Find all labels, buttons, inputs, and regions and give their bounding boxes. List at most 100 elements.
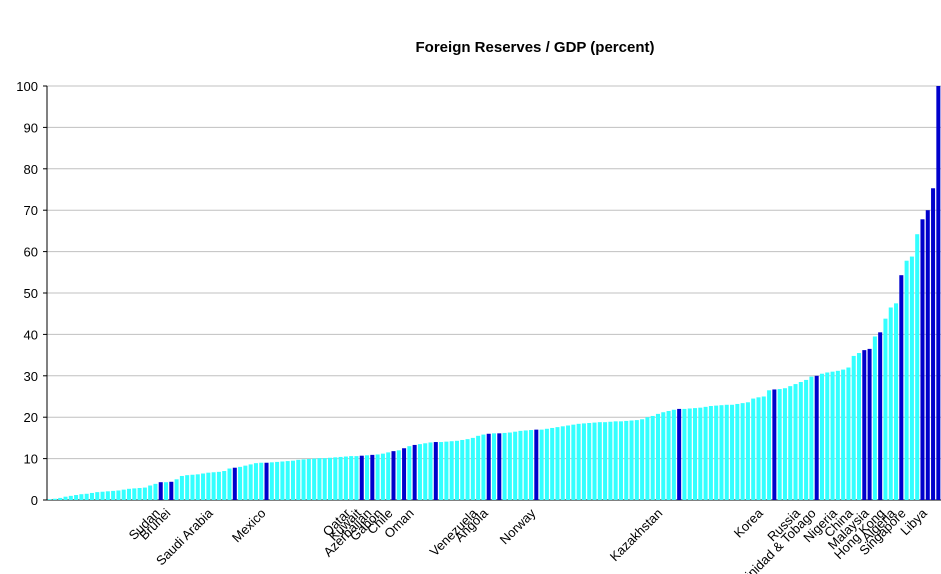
bar — [899, 275, 904, 500]
bar — [132, 488, 137, 500]
bar — [677, 408, 682, 500]
bar — [920, 219, 925, 501]
bar — [481, 434, 486, 500]
bar — [296, 459, 301, 500]
bar — [84, 493, 89, 500]
bar — [693, 408, 698, 500]
bar — [259, 462, 264, 500]
bar — [47, 499, 52, 500]
bar — [936, 86, 941, 500]
y-tick-label: 30 — [24, 369, 38, 384]
bar — [856, 353, 862, 500]
bar — [809, 376, 814, 500]
bar — [872, 336, 877, 500]
bar — [925, 210, 930, 500]
bar — [174, 479, 179, 500]
bar — [513, 431, 518, 500]
bar — [137, 487, 142, 500]
bar — [782, 388, 787, 500]
bar — [888, 307, 893, 500]
y-tick-label: 80 — [24, 162, 38, 177]
bar — [116, 490, 121, 500]
bar — [190, 474, 195, 500]
bar — [89, 492, 94, 500]
bar — [624, 420, 629, 500]
bar — [211, 472, 216, 500]
bar — [428, 442, 433, 500]
bar — [465, 439, 470, 500]
bar — [534, 429, 539, 500]
y-tick-label: 100 — [16, 79, 38, 94]
bar — [111, 490, 116, 500]
bar — [206, 472, 211, 500]
y-tick-label: 10 — [24, 452, 38, 467]
bar — [640, 419, 645, 500]
bar — [58, 497, 63, 500]
bar — [333, 457, 338, 500]
bar — [581, 423, 586, 500]
bar — [412, 444, 417, 500]
bar — [867, 348, 872, 500]
bar — [544, 428, 549, 500]
bar — [301, 459, 306, 500]
bar — [507, 432, 512, 500]
bar — [502, 432, 507, 500]
bar — [618, 421, 623, 500]
bar — [687, 408, 692, 500]
bar — [745, 402, 750, 500]
y-tick-label: 60 — [24, 245, 38, 260]
bar — [613, 421, 618, 500]
bar — [904, 260, 909, 500]
bar — [841, 369, 846, 500]
bar — [846, 367, 851, 500]
bar — [931, 188, 936, 500]
bar — [788, 386, 793, 500]
y-tick-label: 40 — [24, 327, 38, 342]
bar — [338, 456, 343, 500]
bar — [100, 491, 105, 500]
bar — [523, 430, 528, 500]
bar — [576, 423, 581, 500]
bar — [232, 467, 237, 500]
bar — [158, 482, 163, 500]
bar — [661, 412, 666, 500]
bar — [444, 441, 449, 500]
bar — [328, 457, 333, 500]
y-tick-label: 20 — [24, 410, 38, 425]
bar — [735, 403, 740, 500]
x-tick-label: Korea — [731, 505, 767, 541]
bar — [714, 405, 719, 500]
bar — [825, 372, 830, 500]
bar — [819, 373, 824, 500]
bar — [391, 451, 396, 500]
y-tick-label: 0 — [31, 493, 38, 508]
bar — [830, 371, 835, 500]
bar — [703, 406, 708, 500]
bar — [142, 487, 147, 500]
bar — [518, 430, 523, 500]
bar — [878, 332, 883, 500]
x-tick-label: Kazakhstan — [607, 506, 666, 565]
bar — [491, 433, 497, 500]
bar — [909, 256, 914, 500]
bar — [68, 495, 73, 500]
bar — [666, 410, 671, 500]
bar — [343, 456, 348, 500]
bar — [603, 422, 608, 500]
bar — [698, 407, 703, 500]
bar — [312, 458, 317, 500]
bar — [449, 441, 454, 500]
bar — [423, 443, 428, 500]
bar — [655, 413, 660, 500]
bar — [629, 420, 634, 500]
bar — [290, 460, 295, 500]
bar — [851, 355, 856, 500]
bar — [306, 459, 311, 500]
bar — [645, 417, 650, 500]
bar — [756, 397, 761, 500]
bar — [671, 409, 676, 500]
bar — [719, 405, 724, 500]
bar — [862, 350, 867, 500]
bar — [227, 468, 232, 500]
